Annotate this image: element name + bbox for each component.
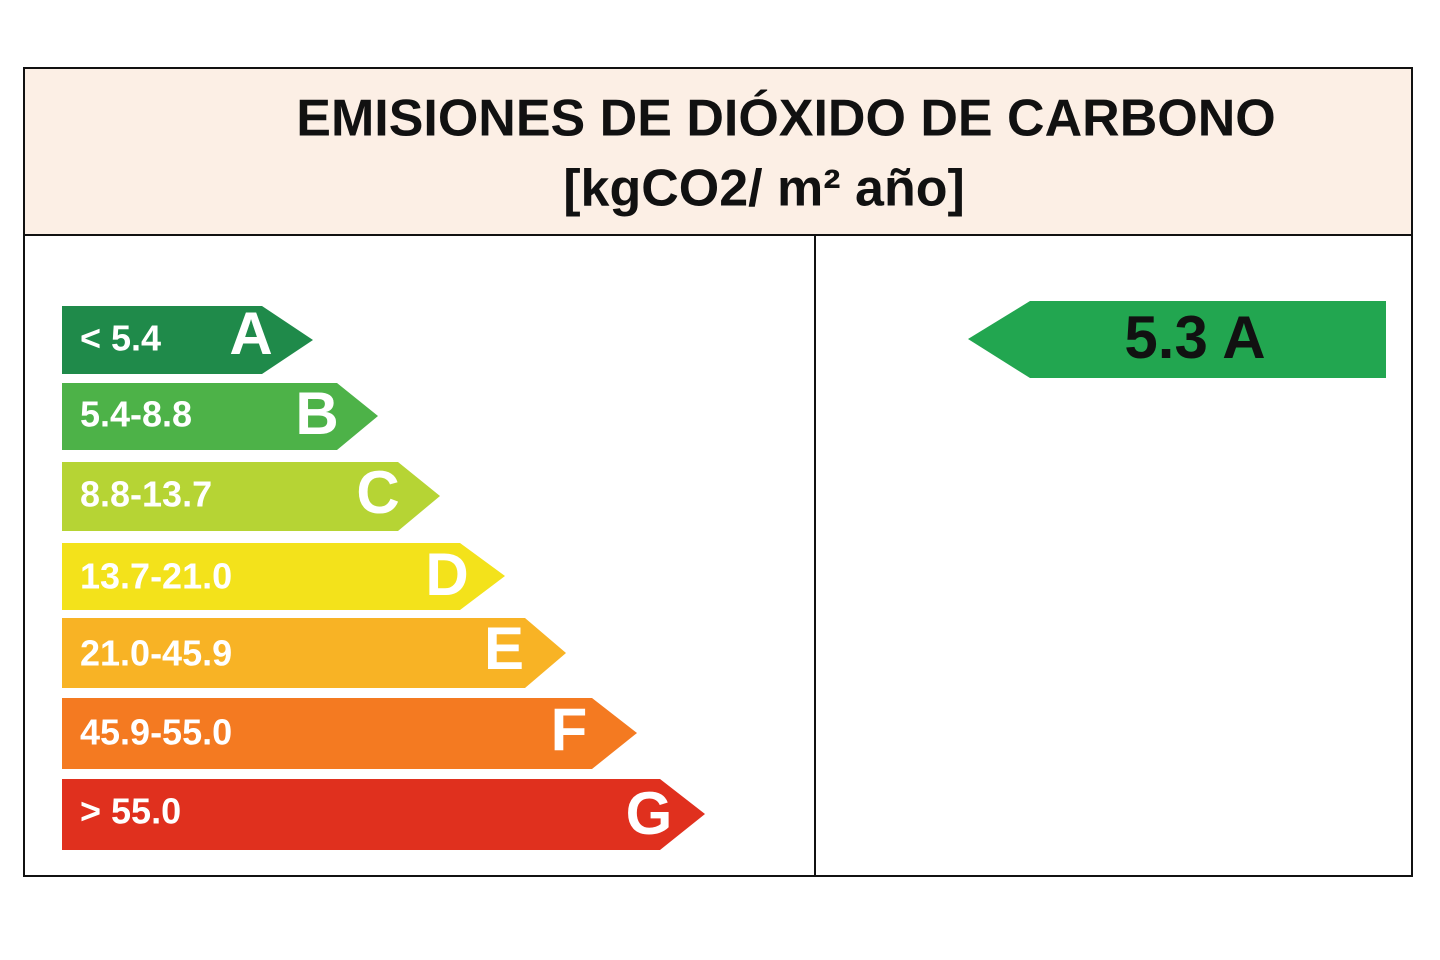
range: 5.4-8.8 (80, 394, 192, 435)
rating-a: < 5.4 A (62, 300, 313, 374)
rating-c: 8.8-13.7 C (62, 459, 440, 531)
range: 8.8-13.7 (80, 474, 212, 515)
arrow (62, 383, 378, 450)
range: > 55.0 (80, 791, 181, 832)
range: 13.7-21.0 (80, 556, 232, 597)
rating-b: 5.4-8.8 B (62, 380, 378, 450)
letter: A (229, 300, 272, 367)
frame (23, 67, 1413, 877)
rating-f: 45.9-55.0 F (62, 696, 637, 769)
rating-d: 13.7-21.0 D (62, 541, 505, 610)
letter: B (295, 380, 338, 447)
range: 45.9-55.0 (80, 712, 232, 753)
rating-g: > 55.0 G (62, 779, 705, 850)
letter: G (626, 780, 673, 847)
letter: C (356, 459, 399, 526)
arrow (62, 618, 566, 688)
result: 5.3 A (968, 301, 1386, 378)
letter: F (551, 696, 588, 763)
arrow (62, 306, 313, 374)
subtitle: [kgCO2/ m² año] (563, 160, 965, 218)
result-arrow (968, 301, 1386, 378)
title: EMISIONES DE DIÓXIDO DE CARBONO (296, 90, 1275, 148)
arrow (62, 462, 440, 531)
result-value: 5.3 A (1124, 304, 1265, 371)
arrow (62, 698, 637, 769)
range: 21.0-45.9 (80, 633, 232, 674)
range: < 5.4 (80, 318, 161, 359)
letter: E (484, 615, 524, 682)
letter: D (425, 541, 468, 608)
arrow (62, 779, 705, 850)
header-bg (24, 68, 1412, 235)
arrow (62, 543, 505, 610)
rating-e: 21.0-45.9 E (62, 615, 566, 688)
